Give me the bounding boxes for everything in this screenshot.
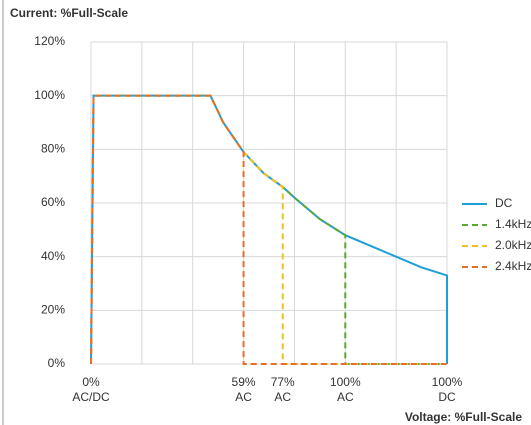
series-line xyxy=(90,94,447,365)
legend-label: DC xyxy=(495,196,513,210)
y-tick-label: 0% xyxy=(48,356,66,370)
x-tick-label: 0% AC/DC xyxy=(72,375,110,404)
y-tick-label: 100% xyxy=(34,88,65,102)
y-tick-label: 40% xyxy=(41,249,65,263)
legend-label: 2.4kHz xyxy=(495,259,531,273)
legend-label: 1.4kHz xyxy=(495,217,531,231)
x-tick-label: 59% AC xyxy=(231,375,256,404)
chart-title: Current: %Full-Scale xyxy=(10,6,128,20)
x-tick-label: 100% DC xyxy=(431,375,463,404)
x-axis-label: Voltage: %Full-Scale xyxy=(405,410,522,424)
series-line xyxy=(90,94,447,365)
y-tick-label: 120% xyxy=(34,34,65,48)
series-line xyxy=(90,94,447,365)
x-tick-label: 100% AC xyxy=(329,375,361,404)
y-tick-label: 80% xyxy=(41,142,65,156)
series-line xyxy=(90,94,448,365)
legend-label: 2.0kHz xyxy=(495,238,531,252)
y-tick-label: 20% xyxy=(41,303,65,317)
x-tick-label: 77% AC xyxy=(270,375,295,404)
y-tick-label: 60% xyxy=(41,195,65,209)
